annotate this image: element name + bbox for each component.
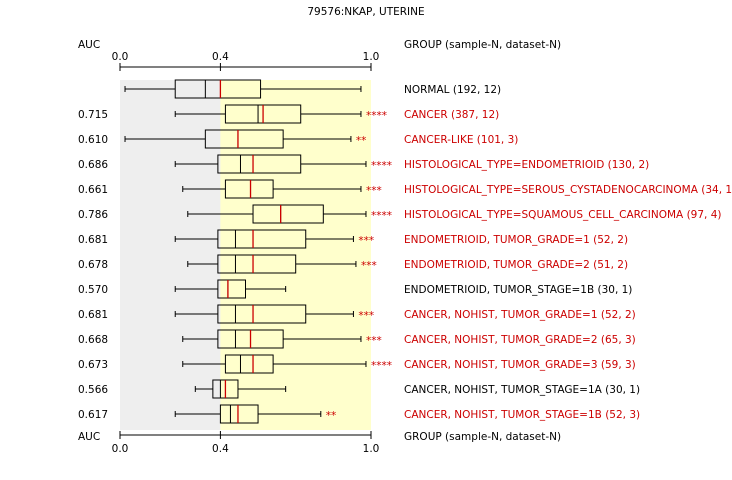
box-row: *** 0.681 CANCER, NOHIST, TUMOR_GRADE=1 (5… xyxy=(78,304,636,324)
group-label: CANCER, NOHIST, TUMOR_GRADE=1 (52, 2) xyxy=(404,309,636,321)
plot-bg-low xyxy=(120,80,221,430)
iqr-box xyxy=(252,204,324,224)
iqr-box xyxy=(224,354,274,374)
significance-stars: *** xyxy=(366,335,382,347)
iqr-box xyxy=(217,154,302,174)
box-row: *** 0.661 HISTOLOGICAL_TYPE=SEROUS_CYSTADE… xyxy=(78,179,732,199)
group-label: HISTOLOGICAL_TYPE=SQUAMOUS_CELL_CARCINOM… xyxy=(404,209,721,221)
box-row: **** 0.786 HISTOLOGICAL_TYPE=SQUAMOUS_CELL… xyxy=(78,204,721,224)
auc-value: 0.661 xyxy=(78,184,108,196)
group-label: HISTOLOGICAL_TYPE=ENDOMETRIOID (130, 2) xyxy=(404,159,649,171)
box-row: **** 0.715 CANCER (387, 12) xyxy=(78,104,499,124)
rows: NORMAL (192, 12)****0.715 CANCER (387, 12… xyxy=(78,79,732,424)
group-label: NORMAL (192, 12) xyxy=(404,84,501,96)
auc-header-bottom: AUC xyxy=(78,431,100,443)
group-label: ENDOMETRIOID, TUMOR_GRADE=2 (51, 2) xyxy=(404,259,628,271)
axis-tick-label: 0.4 xyxy=(212,51,229,63)
axis-tick-label: 0.0 xyxy=(112,51,129,63)
auc-header-top: AUC xyxy=(78,39,100,51)
auc-value: 0.681 xyxy=(78,309,108,321)
significance-stars: *** xyxy=(358,310,374,322)
box-row: **** 0.686 HISTOLOGICAL_TYPE=ENDOMETRIOID … xyxy=(78,154,649,174)
axis-tick-label: 1.0 xyxy=(363,443,380,455)
iqr-box xyxy=(174,79,262,99)
group-label: CANCER (387, 12) xyxy=(404,109,499,121)
group-label: CANCER-LIKE (101, 3) xyxy=(404,134,518,146)
auc-value: 0.668 xyxy=(78,334,108,346)
significance-stars: *** xyxy=(358,235,374,247)
auc-value: 0.786 xyxy=(78,209,108,221)
iqr-box xyxy=(217,229,307,249)
iqr-box xyxy=(219,404,259,424)
iqr-box xyxy=(217,279,246,299)
significance-stars: *** xyxy=(361,260,377,272)
group-label: ENDOMETRIOID, TUMOR_STAGE=1B (30, 1) xyxy=(404,284,632,296)
box-row: 0.570 ENDOMETRIOID, TUMOR_STAGE=1B (30, 1… xyxy=(78,279,632,299)
significance-stars: **** xyxy=(371,360,392,372)
group-header-bottom: GROUP (sample-N, dataset-N) xyxy=(404,431,561,443)
auc-value: 0.681 xyxy=(78,234,108,246)
auc-value: 0.673 xyxy=(78,359,108,371)
auc-value: 0.715 xyxy=(78,109,108,121)
group-label: CANCER, NOHIST, TUMOR_STAGE=1A (30, 1) xyxy=(404,384,640,396)
significance-stars: *** xyxy=(366,185,382,197)
group-label: CANCER, NOHIST, TUMOR_STAGE=1B (52, 3) xyxy=(404,409,640,421)
auc-value: 0.686 xyxy=(78,159,108,171)
axis-tick-label: 0.0 xyxy=(112,443,129,455)
group-label: CANCER, NOHIST, TUMOR_GRADE=3 (59, 3) xyxy=(404,359,636,371)
box-row: ** 0.610 CANCER-LIKE (101, 3) xyxy=(78,129,518,149)
auc-value: 0.570 xyxy=(78,284,108,296)
group-label: HISTOLOGICAL_TYPE=SEROUS_CYSTADENOCARCIN… xyxy=(404,184,732,196)
significance-stars: **** xyxy=(371,210,392,222)
iqr-box xyxy=(204,129,284,149)
box-row: *** 0.668 CANCER, NOHIST, TUMOR_GRADE=2 (6… xyxy=(78,329,636,349)
group-header-top: GROUP (sample-N, dataset-N) xyxy=(404,39,561,51)
box-row: **** 0.673 CANCER, NOHIST, TUMOR_GRADE=3 (… xyxy=(78,354,636,374)
bottom-axis: 0.0 0.4 1.0 xyxy=(112,431,380,455)
significance-stars: ** xyxy=(356,135,367,147)
group-label: ENDOMETRIOID, TUMOR_GRADE=1 (52, 2) xyxy=(404,234,628,246)
significance-stars: **** xyxy=(366,110,387,122)
iqr-box xyxy=(224,179,274,199)
significance-stars: ** xyxy=(326,410,337,422)
significance-stars: **** xyxy=(371,160,392,172)
chart-title: 79576:NKAP, UTERINE xyxy=(307,6,424,18)
box-row: *** 0.678 ENDOMETRIOID, TUMOR_GRADE=2 (51,… xyxy=(78,254,628,274)
group-label: CANCER, NOHIST, TUMOR_GRADE=2 (65, 3) xyxy=(404,334,636,346)
top-axis: 0.0 0.4 1.0 xyxy=(112,51,380,71)
auc-value: 0.617 xyxy=(78,409,108,421)
iqr-box xyxy=(217,304,307,324)
auc-value: 0.678 xyxy=(78,259,108,271)
box-row: NORMAL (192, 12) xyxy=(124,79,501,99)
box-row: ** 0.617 CANCER, NOHIST, TUMOR_STAGE=1B (5… xyxy=(78,404,640,424)
auc-value: 0.610 xyxy=(78,134,108,146)
box-row: *** 0.681 ENDOMETRIOID, TUMOR_GRADE=1 (52,… xyxy=(78,229,628,249)
iqr-box xyxy=(217,254,297,274)
box-row: 0.566 CANCER, NOHIST, TUMOR_STAGE=1A (30,… xyxy=(78,379,640,399)
axis-tick-label: 0.4 xyxy=(212,443,229,455)
auc-value: 0.566 xyxy=(78,384,108,396)
axis-tick-label: 1.0 xyxy=(363,51,380,63)
